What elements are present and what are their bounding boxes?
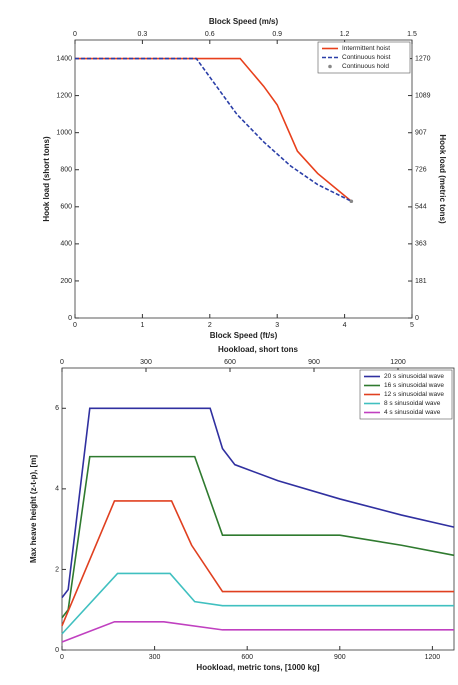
legend-label: Continuous hold [342,63,389,70]
y-tick-label: 600 [60,204,72,211]
legend-label: Intermittent hoist [342,45,390,52]
x2-tick-label: 0.9 [272,31,282,38]
x2-tick-label: 0 [60,359,64,366]
x2-tick-label: 1.2 [340,31,350,38]
x-tick-label: 600 [241,654,253,661]
y2-tick-label: 907 [415,130,427,137]
x-tick-label: 3 [275,322,279,329]
y-tick-label: 0 [55,647,59,654]
x-tick-label: 1 [140,322,144,329]
x2-tick-label: 1200 [390,359,406,366]
x2-tick-label: 600 [224,359,236,366]
x-tick-label: 0 [60,654,64,661]
legend-box [317,41,411,74]
x-tick-label: 300 [149,654,161,661]
x2-axis-label: Block Speed (m/s) [209,17,279,26]
series-line [61,455,455,619]
x2-tick-label: 900 [308,359,320,366]
y-tick-label: 1400 [56,55,72,62]
x2-tick-label: 1.5 [407,31,417,38]
x-axis-label: Block Speed (ft/s) [210,331,278,340]
legend-label: Continuous hoist [342,54,391,61]
y-tick-label: 0 [68,315,72,322]
point [349,199,354,204]
legend-label: 20 s sinusoidal wave [384,373,444,380]
x2-tick-label: 0.3 [138,31,148,38]
y2-axis-label: Hook load (metric tons) [438,134,447,224]
y-tick-label: 800 [60,167,72,174]
x-tick-label: 2 [208,322,212,329]
y-tick-label: 4 [55,486,59,493]
x-tick-label: 4 [343,322,347,329]
y2-tick-label: 0 [415,315,419,322]
x2-tick-label: 0 [73,31,77,38]
y-tick-label: 200 [60,278,72,285]
plot-area [74,39,413,319]
x2-tick-label: 0.6 [205,31,215,38]
y2-tick-label: 1089 [415,92,431,99]
legend-marker [328,64,332,69]
series-line [75,57,352,202]
x2-axis-label: Hookload, short tons [218,345,299,354]
y-axis-label: Hook load (short tons) [42,136,51,222]
x2-tick-label: 300 [140,359,152,366]
y2-tick-label: 363 [415,241,427,248]
y2-tick-label: 726 [415,167,427,174]
y-tick-label: 6 [55,405,59,412]
series-line [61,500,454,627]
y-tick-label: 1200 [56,92,72,99]
series-line [61,407,455,599]
y2-tick-label: 181 [415,278,427,285]
y2-tick-label: 1270 [415,55,431,62]
y-tick-label: 400 [60,241,72,248]
x-axis-label: Hookload, metric tons, [1000 kg] [196,663,319,672]
x-tick-label: 0 [73,322,77,329]
legend-label: 16 s sinusoidal wave [384,382,444,389]
legend-label: 4 s sinusoidal wave [384,409,441,416]
y-axis-label: Max heave height (z-t-p), [m] [29,455,38,563]
x-tick-label: 1200 [425,654,441,661]
y-tick-label: 2 [55,566,59,573]
y2-tick-label: 544 [415,204,427,211]
legend-label: 12 s sinusoidal wave [384,391,444,398]
y-tick-label: 1000 [56,130,72,137]
series-line [61,572,454,635]
legend-label: 8 s sinusoidal wave [384,400,441,407]
series-line [61,620,454,643]
x-tick-label: 5 [410,322,414,329]
x-tick-label: 900 [334,654,346,661]
